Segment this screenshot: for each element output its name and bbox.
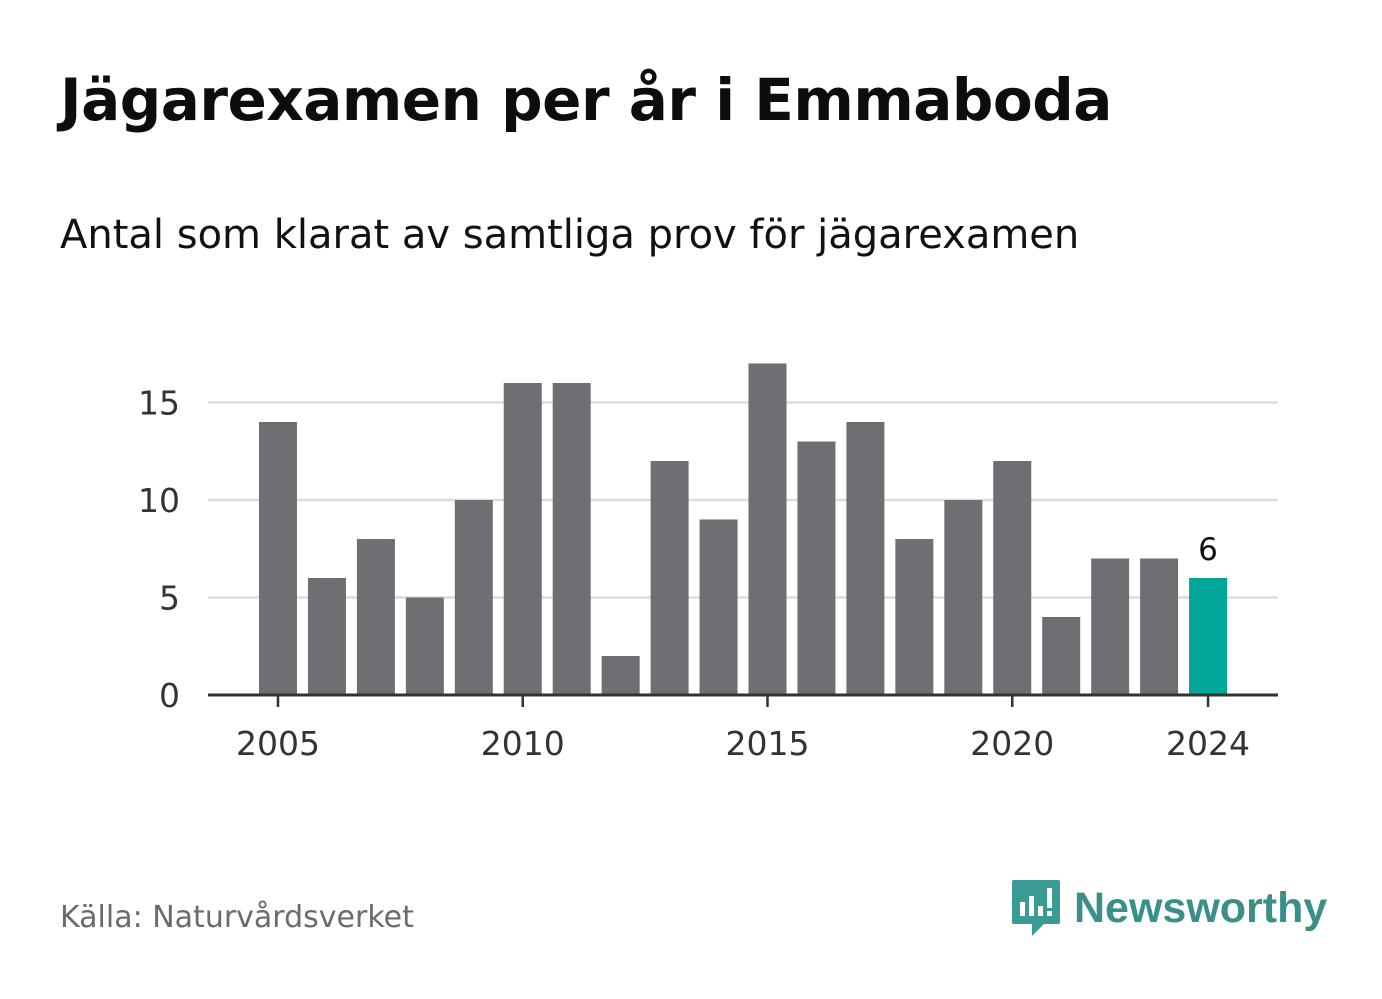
y-tick-label: 5: [159, 579, 180, 618]
axes: 0 5 10 15 2005 2010 2015 2020 2024: [138, 384, 1278, 763]
x-tick-label: 2020: [970, 724, 1054, 763]
bar-2013: [650, 461, 689, 695]
bar-2019: [944, 500, 983, 695]
bar-2023: [1140, 558, 1179, 695]
chart-title: Jägarexamen per år i Emmaboda: [60, 66, 1112, 134]
bar-2008: [405, 597, 444, 695]
x-tick-label: 2005: [236, 724, 320, 763]
bar-2009: [454, 500, 493, 695]
bar-2020: [993, 461, 1032, 695]
bar-2015: [748, 363, 787, 695]
bars: 6: [259, 363, 1228, 695]
bar-2018: [895, 539, 934, 695]
bar-2010: [503, 383, 542, 695]
newsworthy-logo-icon: [1012, 880, 1060, 936]
bar-2007: [356, 539, 395, 695]
bar-2016: [797, 441, 836, 695]
x-tick-label: 2015: [726, 724, 810, 763]
source-note: Källa: Naturvårdsverket: [60, 900, 414, 935]
y-tick-label: 10: [138, 481, 180, 520]
brand-name: Newsworthy: [1074, 883, 1328, 932]
bar-2024: [1189, 578, 1228, 695]
bar-2021: [1042, 617, 1081, 695]
chart-subtitle: Antal som klarat av samtliga prov för jä…: [60, 212, 1080, 258]
bar-2011: [552, 383, 591, 695]
bar-2022: [1091, 558, 1130, 695]
brand-logo: Newsworthy: [1010, 878, 1327, 938]
y-tick-label: 15: [138, 384, 180, 423]
data-label: 6: [1198, 532, 1218, 568]
bar-2014: [699, 519, 738, 695]
x-tick-label: 2024: [1166, 724, 1250, 763]
bar-2005: [259, 422, 297, 695]
y-tick-label: 0: [159, 676, 180, 715]
x-tick-label: 2010: [481, 724, 565, 763]
bar-2017: [846, 422, 885, 695]
bar-2012: [601, 656, 640, 695]
bar-2006: [307, 578, 346, 695]
